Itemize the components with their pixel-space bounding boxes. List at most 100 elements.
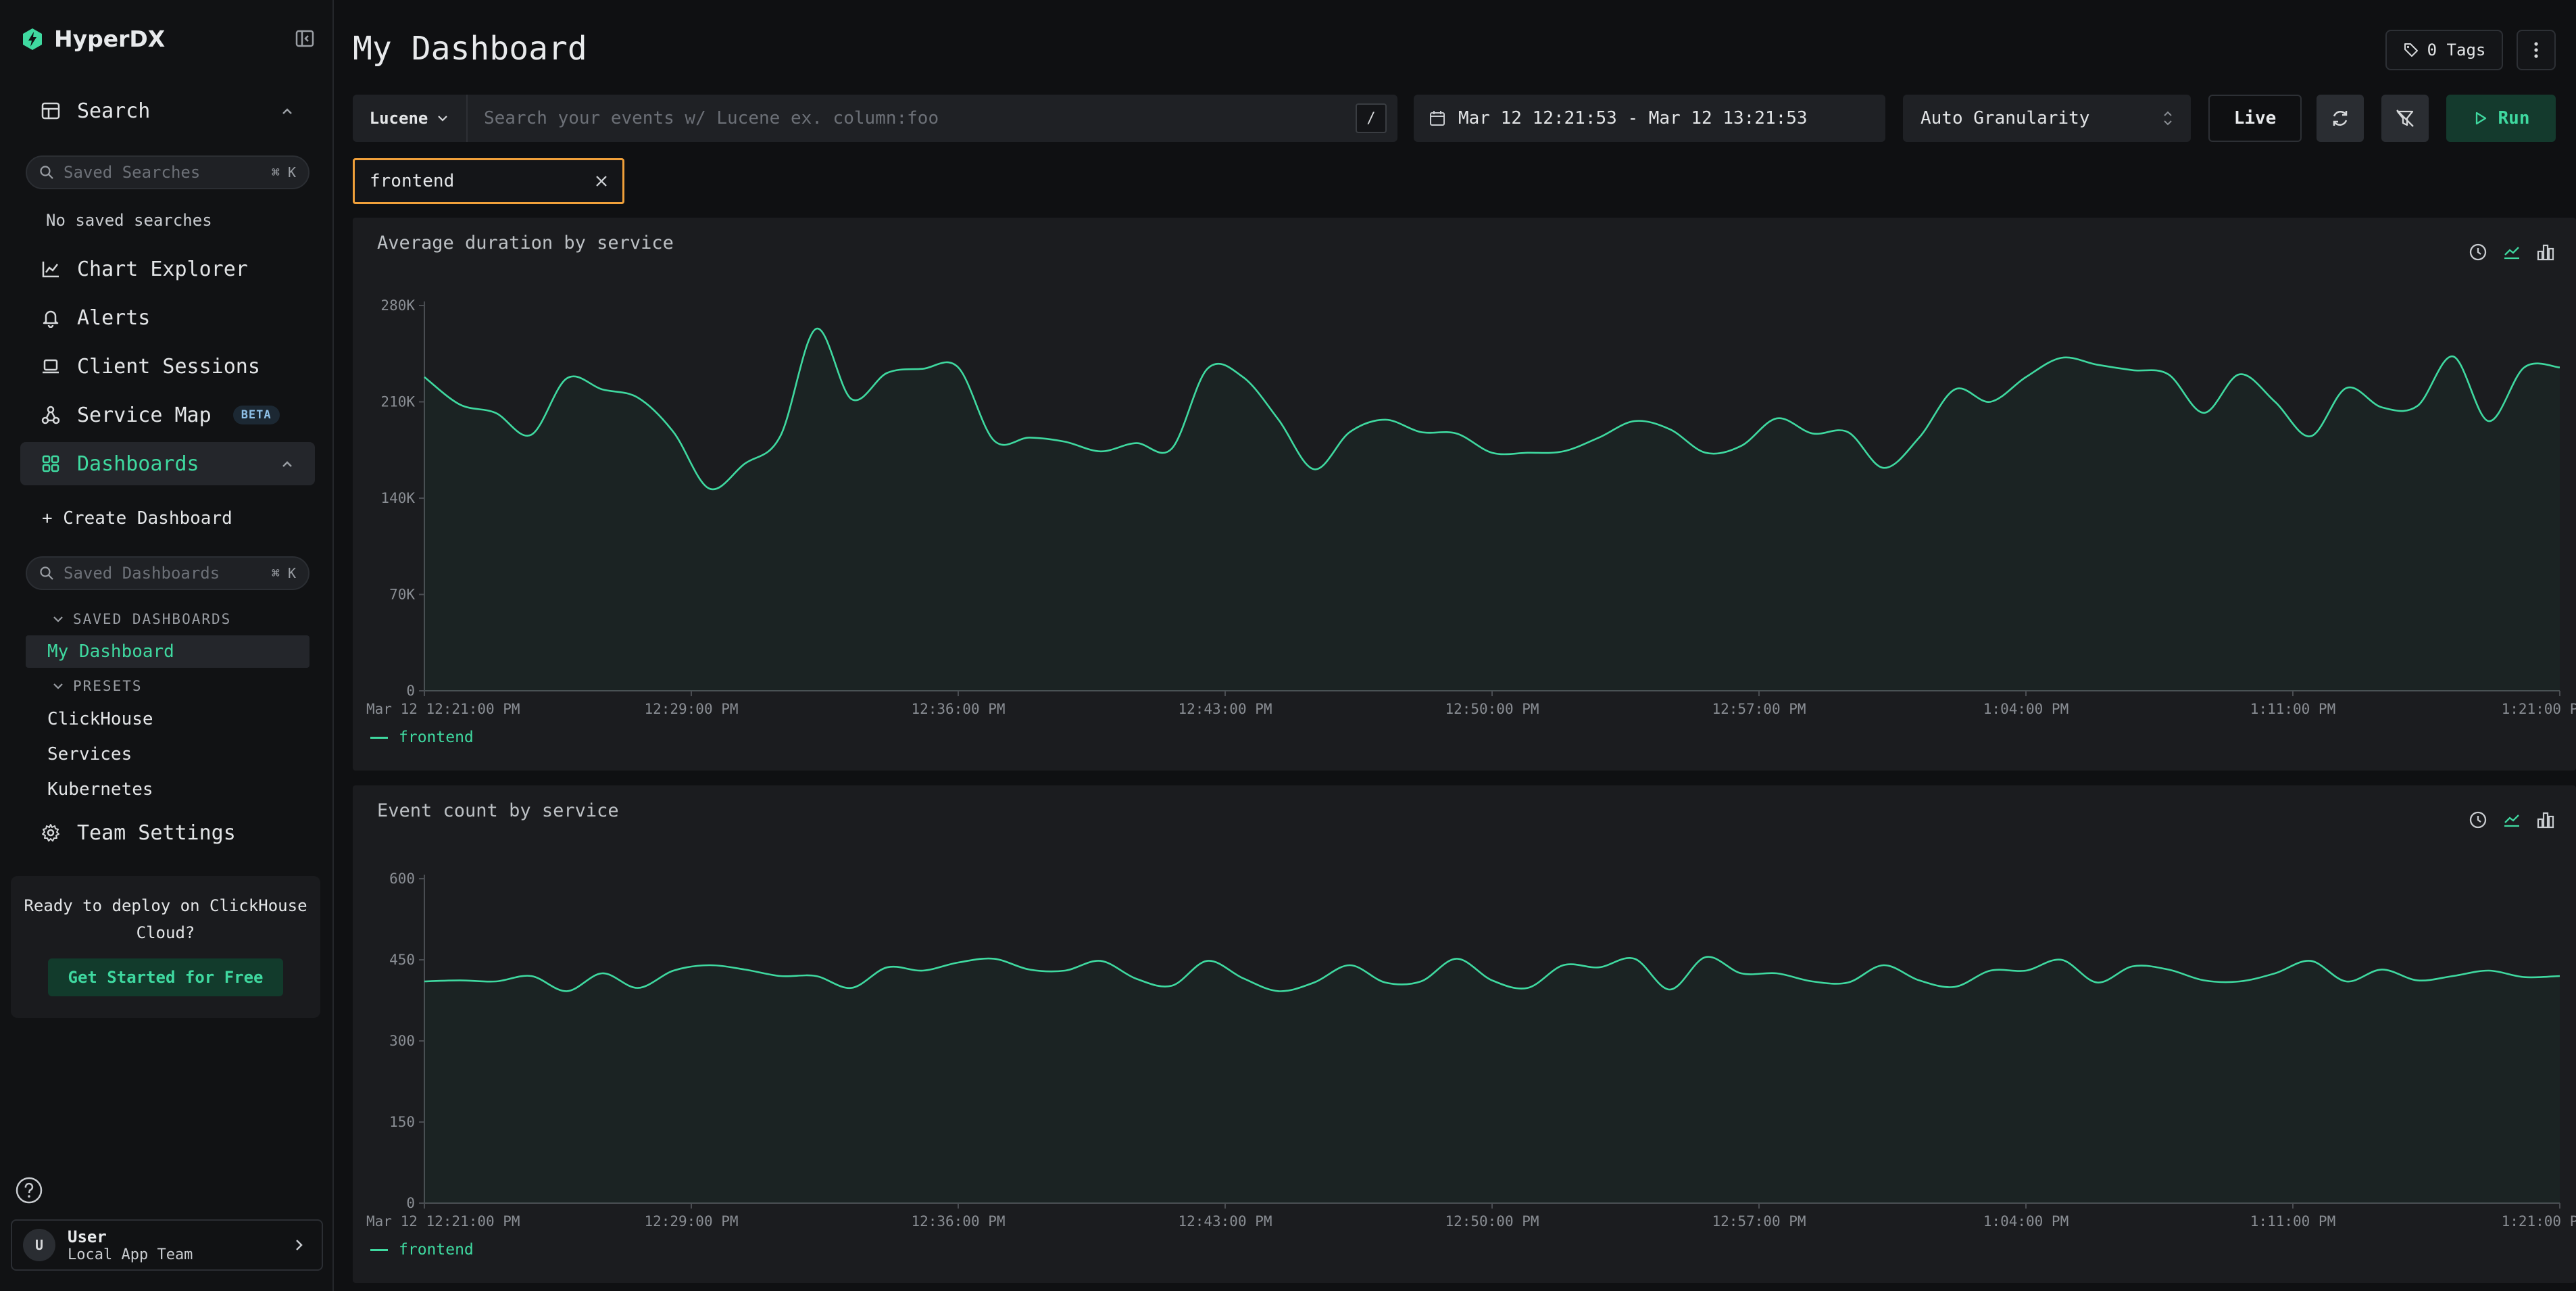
x-tick-label: 12:43:00 PM (1178, 1213, 1272, 1229)
selector-arrows-icon (2164, 111, 2172, 126)
nav-service-map[interactable]: Service Map BETA (20, 393, 315, 437)
chart-legend-item[interactable]: frontend (370, 729, 474, 746)
saved-dashboards-placeholder: Saved Dashboards (64, 564, 220, 583)
x-tick-label: 12:36:00 PM (911, 701, 1005, 717)
legend-label: frontend (399, 1241, 474, 1259)
preset-item-services[interactable]: Services (47, 744, 132, 764)
legend-label: frontend (399, 729, 474, 746)
bar-chart-icon[interactable] (2535, 810, 2556, 830)
date-range-value: Mar 12 12:21:53 - Mar 12 13:21:53 (1458, 108, 1808, 128)
laptop-icon (43, 359, 59, 374)
chevron-down-icon (53, 616, 63, 623)
nav-dashboards[interactable]: Dashboards (20, 442, 315, 485)
calendar-icon (1430, 111, 1445, 126)
chevron-up-icon[interactable] (280, 104, 295, 119)
nav-search-label: Search (77, 99, 151, 123)
x-tick-label: Mar 12 12:21:00 PM (366, 701, 520, 717)
x-tick-label: 12:50:00 PM (1445, 701, 1539, 717)
saved-dashboards-section-label: SAVED DASHBOARDS (73, 611, 232, 627)
y-tick-label: 280K (380, 297, 415, 314)
nav-chart-explorer-label: Chart Explorer (77, 257, 248, 281)
panel-toolbar (2468, 810, 2556, 830)
y-tick-label: 450 (389, 952, 415, 968)
panel-toolbar (2468, 242, 2556, 262)
sidebar: HyperDX Search Saved Searches ⌘ K No sav… (0, 0, 334, 1291)
legend-swatch (370, 736, 388, 739)
search-icon (40, 166, 53, 179)
promo-text: Ready to deploy on ClickHouse Cloud? (24, 896, 307, 942)
query-language-select[interactable]: Lucene (353, 95, 468, 142)
x-tick-label: 12:57:00 PM (1712, 1213, 1806, 1229)
live-button[interactable]: Live (2208, 95, 2302, 142)
chevron-down-icon (53, 683, 63, 689)
line-chart-icon[interactable] (2502, 810, 2522, 830)
filter-value-input[interactable] (368, 170, 587, 192)
saved-dashboards-section-toggle[interactable]: SAVED DASHBOARDS (51, 611, 231, 627)
create-dashboard-link[interactable]: + Create Dashboard (42, 508, 232, 529)
user-name: User (68, 1227, 107, 1246)
hyperdx-logo-icon (23, 28, 42, 50)
page-title: My Dashboard (353, 30, 587, 68)
help-icon[interactable] (15, 1176, 43, 1204)
tags-button[interactable]: 0 Tags (2385, 30, 2503, 70)
query-bar: Lucene / (353, 95, 1397, 142)
granularity-select[interactable]: Auto Granularity (1903, 95, 2191, 142)
bar-chart-icon[interactable] (2535, 242, 2556, 262)
app-logo[interactable]: HyperDX (20, 26, 165, 52)
search-icon (40, 566, 53, 580)
close-icon[interactable] (594, 174, 609, 189)
cloud-promo-card: Ready to deploy on ClickHouse Cloud? Get… (11, 876, 320, 1018)
nav-team-settings[interactable]: Team Settings (20, 811, 315, 854)
y-tick-label: 300 (389, 1033, 415, 1049)
presets-section-toggle[interactable]: PRESETS (51, 678, 143, 694)
refresh-icon (2333, 110, 2348, 126)
saved-searches-search[interactable]: Saved Searches ⌘ K (26, 155, 309, 189)
saved-dashboards-search[interactable]: Saved Dashboards ⌘ K (26, 556, 309, 590)
run-button[interactable]: Run (2446, 95, 2556, 142)
run-label: Run (2498, 108, 2530, 128)
clock-icon[interactable] (2468, 242, 2488, 262)
x-tick-label: 1:11:00 PM (2250, 701, 2335, 717)
preset-item-clickhouse[interactable]: ClickHouse (47, 709, 153, 729)
refresh-button[interactable] (2317, 95, 2364, 142)
date-range-picker[interactable]: Mar 12 12:21:53 - Mar 12 13:21:53 (1414, 95, 1885, 142)
search-query-input[interactable] (468, 95, 1356, 141)
clock-icon[interactable] (2468, 810, 2488, 830)
granularity-value: Auto Granularity (1921, 108, 2090, 128)
line-chart-icon[interactable] (2502, 242, 2522, 262)
dashboard-filter-input[interactable] (353, 158, 624, 204)
panel-title: Average duration by service (377, 233, 674, 253)
series-area (424, 956, 2560, 1203)
nav-dashboards-label: Dashboards (77, 452, 199, 476)
table-icon (41, 102, 60, 120)
presets-section-label: PRESETS (73, 678, 143, 694)
beta-badge: BETA (232, 406, 280, 424)
nav-search[interactable]: Search (20, 89, 315, 132)
collapse-sidebar-icon[interactable] (295, 28, 315, 49)
saved-dashboard-item[interactable]: My Dashboard (26, 635, 309, 668)
chevron-up-icon[interactable] (280, 457, 295, 472)
x-tick-label: 12:36:00 PM (911, 1213, 1005, 1229)
user-menu[interactable]: U User Local App Team (11, 1219, 323, 1271)
get-started-button[interactable]: Get Started for Free (47, 958, 284, 996)
shortcut-hint: ⌘ K (271, 164, 296, 180)
x-tick-label: 12:29:00 PM (644, 1213, 738, 1229)
nav-alerts[interactable]: Alerts (20, 296, 315, 339)
x-tick-label: Mar 12 12:21:00 PM (366, 1213, 520, 1229)
kebab-menu-icon (2534, 42, 2538, 58)
chart-panel: Average duration by service 0 70K 140K 210K… (353, 218, 2576, 771)
duration-line-chart: 0 70K 140K 210K 280K Mar 12 12:21:00 PM 12:29:… (366, 297, 2576, 717)
nav-chart-explorer[interactable]: Chart Explorer (20, 247, 315, 291)
nav-client-sessions-label: Client Sessions (77, 354, 260, 379)
more-options-button[interactable] (2517, 30, 2556, 70)
slash-shortcut-hint: / (1356, 103, 1387, 133)
clear-filters-button[interactable] (2381, 95, 2429, 142)
y-tick-label: 0 (406, 683, 415, 699)
gear-icon (42, 824, 59, 842)
tag-icon (2404, 43, 2418, 57)
preset-item-kubernetes[interactable]: Kubernetes (47, 779, 153, 800)
x-tick-label: 1:21:00 PM (2502, 701, 2576, 717)
chevron-down-icon (438, 116, 448, 122)
nav-client-sessions[interactable]: Client Sessions (20, 345, 315, 388)
chart-legend-item[interactable]: frontend (370, 1241, 474, 1259)
